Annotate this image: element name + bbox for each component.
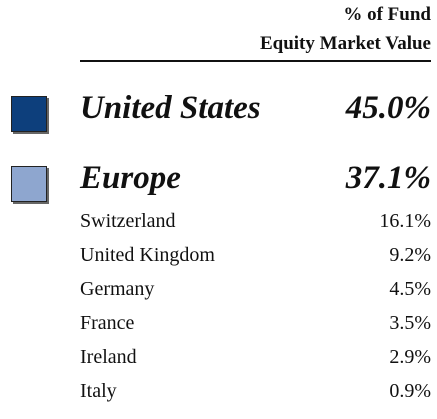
- country-name: Switzerland: [80, 210, 176, 232]
- country-name: Italy: [80, 380, 117, 402]
- header-line: Equity Market Value: [259, 33, 431, 54]
- country-name: France: [80, 312, 135, 334]
- region-name: Europe: [80, 160, 181, 196]
- region-name: United States: [80, 90, 261, 126]
- country-name: Ireland: [80, 346, 137, 368]
- country-name: Germany: [80, 278, 155, 300]
- header-rule: [80, 60, 431, 62]
- region-value: 45.0%: [345, 90, 431, 126]
- region-swatch: [11, 96, 47, 132]
- region-value: 37.1%: [345, 160, 431, 196]
- country-name: United Kingdom: [80, 244, 215, 266]
- country-value: 16.1%: [379, 210, 431, 232]
- country-value: 3.5%: [389, 312, 431, 334]
- region-swatch: [11, 166, 47, 202]
- country-value: 4.5%: [389, 278, 431, 300]
- header-line: % of Fund: [343, 4, 431, 25]
- country-value: 9.2%: [389, 244, 431, 266]
- country-value: 2.9%: [389, 346, 431, 368]
- country-value: 0.9%: [389, 380, 431, 402]
